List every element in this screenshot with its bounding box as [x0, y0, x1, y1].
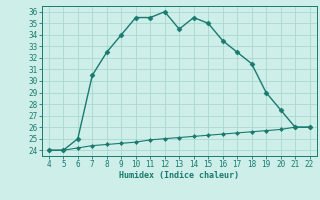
X-axis label: Humidex (Indice chaleur): Humidex (Indice chaleur) — [119, 171, 239, 180]
